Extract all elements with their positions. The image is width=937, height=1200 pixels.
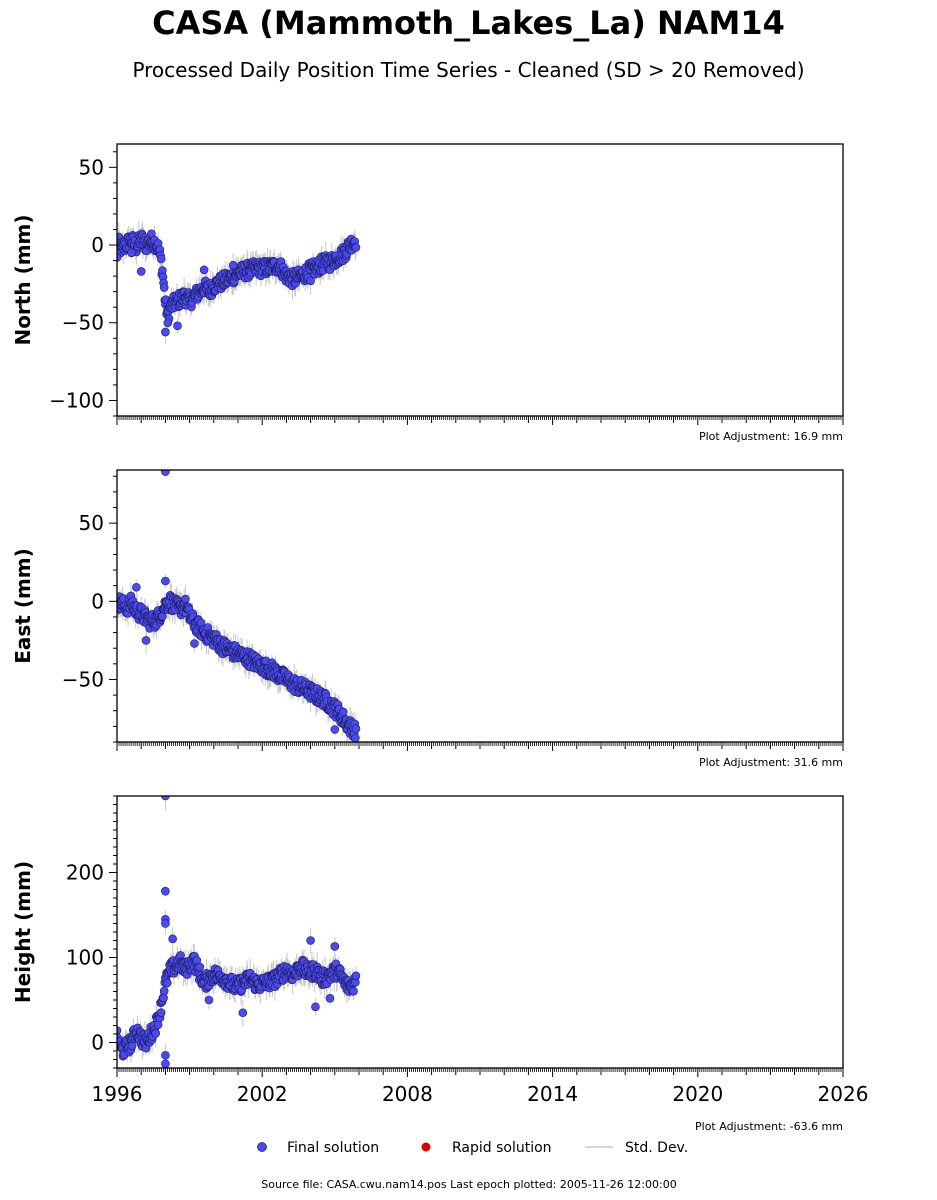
data-point (311, 1002, 320, 1012)
y-tick-label: −50 (62, 311, 104, 335)
x-tick-label: 2026 (818, 1082, 869, 1106)
source-note: Source file: CASA.cwu.nam14.pos Last epo… (261, 1178, 676, 1191)
y-tick-label: 200 (66, 861, 104, 885)
x-tick-label: 2020 (672, 1082, 723, 1106)
data-point (156, 254, 166, 264)
x-tick-label: 2002 (237, 1082, 288, 1106)
data-point (306, 936, 315, 945)
panels-group: 50 0 −50 −100 North (mm) Plot Adjustment: 16.… (11, 143, 869, 1133)
data-point (151, 1029, 161, 1038)
panel-data-east (117, 470, 361, 742)
y-tick-label: 0 (91, 589, 104, 613)
data-point (351, 971, 361, 981)
data-point (162, 978, 172, 988)
data-point (228, 260, 238, 270)
y-axis-label-height: Height (mm) (11, 861, 35, 1003)
data-point (117, 1026, 122, 1035)
x-tick-label: 2014 (527, 1082, 578, 1106)
panel-frame (116, 795, 844, 1069)
data-point (351, 243, 361, 252)
y-tick-label: −50 (62, 667, 104, 691)
legend-final-marker (257, 1142, 267, 1152)
y-tick-label: 0 (91, 233, 104, 257)
data-point (351, 733, 360, 742)
data-point (117, 253, 122, 262)
data-point (161, 796, 170, 801)
data-point (158, 612, 167, 621)
data-point (159, 283, 169, 292)
data-point (161, 919, 170, 928)
data-point (330, 725, 340, 734)
data-point (132, 582, 141, 592)
data-point (161, 1050, 170, 1060)
data-point (127, 1041, 137, 1051)
panel-data-north (117, 220, 361, 344)
plot-adjustment-height: Plot Adjustment: -63.6 mm (695, 1120, 843, 1133)
data-point (161, 576, 170, 586)
legend-stddev-label: Std. Dev. (625, 1140, 688, 1156)
plot-adjustment-north: Plot Adjustment: 16.9 mm (699, 430, 843, 443)
y-tick-label: 100 (66, 946, 104, 970)
data-point (156, 1008, 166, 1017)
data-point (161, 470, 170, 476)
data-point (161, 1059, 170, 1068)
chart-subtitle: Processed Daily Position Time Series - C… (132, 58, 805, 82)
chart-title: CASA (Mammoth_Lakes_La) NAM14 (152, 4, 785, 42)
data-point (159, 986, 169, 996)
x-tick-label: 1996 (92, 1082, 143, 1106)
panel-north: 50 0 −50 −100 North (mm) Plot Adjustment: 16.… (11, 143, 844, 443)
panel-east: 50 0 −50 East (mm) Plot Adjustment: 31.6 mm (11, 469, 844, 769)
legend-final-label: Final solution (287, 1140, 379, 1156)
y-tick-label: 50 (79, 511, 104, 535)
data-point (161, 327, 170, 337)
data-point (349, 986, 358, 996)
plot-adjustment-east: Plot Adjustment: 31.6 mm (699, 756, 843, 769)
data-point (330, 942, 340, 951)
legend: Final solution Rapid solution Std. Dev. (257, 1140, 688, 1156)
data-point (306, 276, 315, 286)
panel-data-height (117, 796, 361, 1068)
data-point (136, 267, 146, 276)
data-point (161, 886, 170, 896)
y-axis-label-east: East (mm) (11, 548, 35, 664)
data-point (181, 594, 190, 604)
data-point (168, 934, 177, 944)
data-point (127, 248, 136, 258)
data-point (325, 993, 335, 1003)
y-tick-label: 50 (79, 155, 104, 179)
data-point (141, 636, 151, 645)
data-point (173, 321, 182, 331)
panel-frame (116, 469, 844, 743)
legend-rapid-label: Rapid solution (452, 1140, 552, 1156)
y-tick-label: 0 (91, 1031, 104, 1055)
data-point (190, 639, 199, 648)
data-point (238, 1008, 248, 1018)
data-point (199, 265, 209, 275)
data-point (204, 995, 214, 1005)
data-point (163, 318, 173, 328)
data-point (195, 962, 205, 972)
y-tick-label: −100 (49, 388, 104, 412)
y-axis-label-north: North (mm) (11, 214, 35, 345)
panel-height: 200 100 0 1996 2002 2008 2014 2020 2026 Height (m… (11, 795, 869, 1133)
data-point (351, 724, 361, 733)
data-point (338, 707, 348, 717)
legend-rapid-marker (421, 1142, 431, 1152)
x-tick-label: 2008 (382, 1082, 433, 1106)
